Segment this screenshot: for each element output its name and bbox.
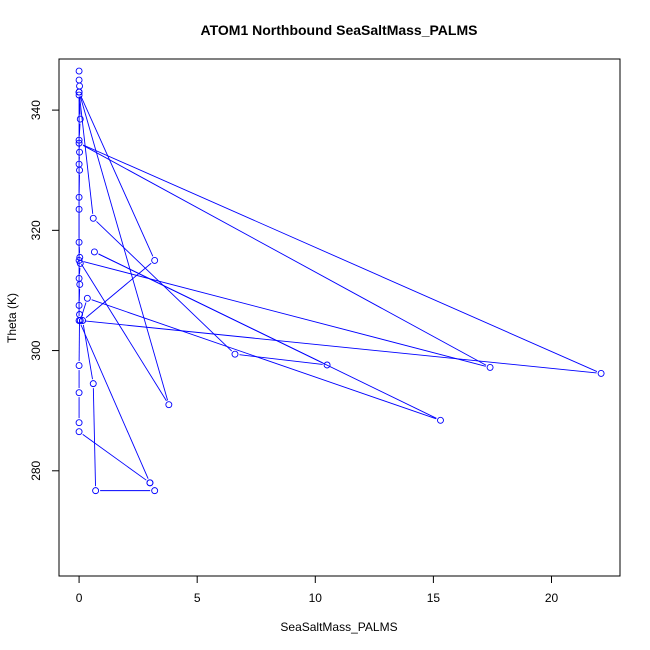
series-segment <box>85 262 152 318</box>
data-point <box>75 193 83 201</box>
x-tick-label: 5 <box>194 591 201 605</box>
data-point <box>89 380 97 388</box>
data-point <box>79 317 87 324</box>
data-point <box>75 76 83 84</box>
data-point <box>92 487 100 495</box>
data-point <box>323 361 331 369</box>
data-point <box>151 256 159 264</box>
data-point <box>75 88 83 96</box>
series-segment <box>83 144 598 373</box>
data-point <box>75 362 83 370</box>
series-segment <box>80 324 149 479</box>
data-point <box>75 205 83 213</box>
x-tick-label: 20 <box>545 591 559 605</box>
x-axis-label: SeaSaltMass_PALMS <box>280 620 397 634</box>
y-axis-label: Theta (K) <box>5 293 19 343</box>
data-point <box>75 302 83 309</box>
data-point <box>165 401 173 409</box>
series-segment <box>81 263 167 402</box>
data-point <box>75 389 83 397</box>
x-tick-label: 15 <box>427 591 441 605</box>
series-segment <box>83 261 486 367</box>
series-segment <box>239 354 323 365</box>
data-point <box>146 479 154 487</box>
data-point <box>75 238 83 246</box>
data-point <box>76 148 84 156</box>
series-segment <box>82 144 487 366</box>
y-tick-label: 300 <box>29 340 43 360</box>
data-point <box>76 82 84 90</box>
series-segment <box>96 221 233 352</box>
y-tick-label: 320 <box>29 220 43 240</box>
data-point <box>76 280 84 288</box>
x-axis: 0 5 10 15 20 <box>76 575 559 605</box>
y-tick-label: 340 <box>29 100 43 120</box>
data-point <box>75 428 83 436</box>
series-segment <box>92 388 96 487</box>
data-point <box>151 487 159 495</box>
data-point <box>76 311 84 318</box>
data-point <box>75 136 83 144</box>
series-segment <box>98 253 324 364</box>
chart-title: ATOM1 Northbound SeaSaltMass_PALMS <box>201 22 478 38</box>
data-point <box>75 317 83 324</box>
data-point <box>597 369 605 377</box>
x-tick-label: 0 <box>76 591 83 605</box>
series-segment <box>84 320 597 374</box>
data-point <box>76 166 84 174</box>
data-point <box>437 416 444 424</box>
series-segment <box>91 299 437 420</box>
data-point <box>75 139 83 147</box>
data-point <box>76 115 84 123</box>
data-point <box>75 419 83 427</box>
series-segment <box>82 433 147 481</box>
data-point <box>89 214 97 222</box>
data-point <box>75 256 83 264</box>
data-point <box>76 259 84 267</box>
x-tick-label: 10 <box>309 591 323 605</box>
data-point <box>486 363 494 371</box>
data-point <box>90 248 98 256</box>
data-point <box>231 350 239 358</box>
series-layer <box>75 67 605 495</box>
data-point <box>75 91 83 99</box>
y-axis: 280 300 320 340 <box>29 100 60 481</box>
series-segment <box>80 95 154 257</box>
data-point <box>83 294 91 302</box>
y-tick-label: 280 <box>29 460 43 480</box>
data-point <box>75 67 83 75</box>
